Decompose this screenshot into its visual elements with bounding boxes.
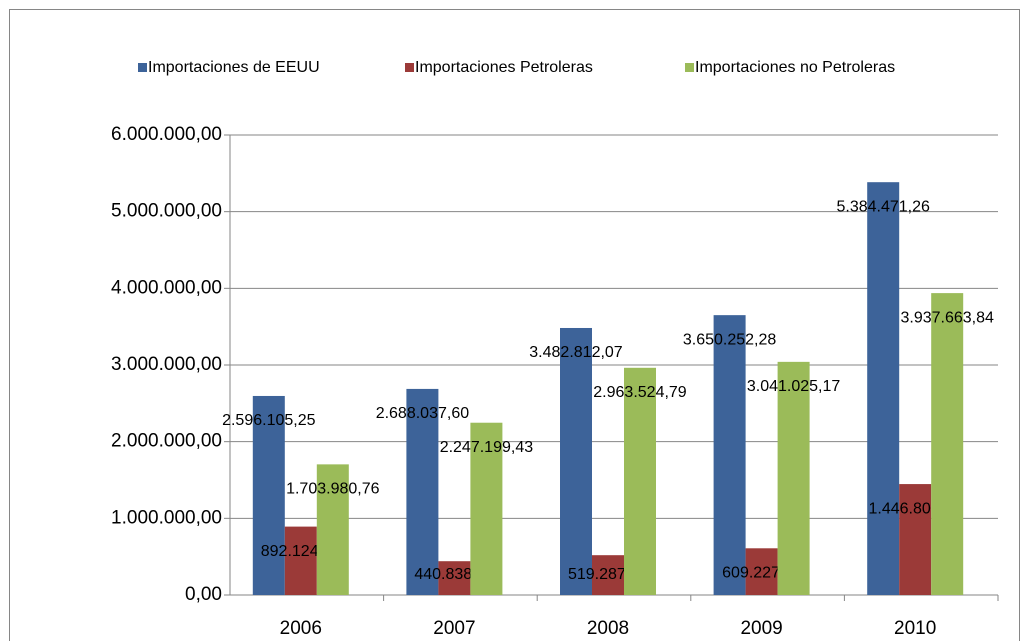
bar [560,327,592,595]
bar [745,548,778,595]
data-label: 1.703.980,76 [286,481,380,498]
y-tick-label: 1.000.000,00 [111,507,222,528]
y-tick-label: 0,00 [185,584,222,605]
bar [777,361,810,595]
x-tick-label: 2006 [280,618,322,639]
chart-frame [9,9,1020,641]
bar [899,484,932,595]
data-label: 2.596.105,25 [222,412,316,429]
x-tick-label: 2010 [894,618,936,639]
legend-label: Importaciones no Petroleras [695,59,895,76]
bar [713,315,746,595]
bar [252,395,285,595]
bar [316,464,349,595]
y-tick-label: 4.000.000,00 [111,277,222,298]
data-label: 5.384.471,26 [836,198,930,215]
bar [624,367,656,595]
data-label: 2.247.199,43 [440,439,534,456]
data-label: 3.650.252,28 [683,331,777,348]
data-label: 3.937.663,84 [900,309,994,326]
bar [406,388,439,595]
bar [931,293,964,595]
x-tick-label: 2008 [587,618,629,639]
legend-swatch [405,63,414,72]
bar [470,422,503,595]
data-label: 3.041.025,17 [747,378,841,395]
bar [592,555,624,595]
data-label: 3.482.812,07 [529,344,623,361]
data-label: 2.963.524,79 [593,384,687,401]
y-tick-label: 2.000.000,00 [111,431,222,452]
bar [284,526,317,595]
y-tick-label: 5.000.000,00 [111,201,222,222]
y-tick-label: 6.000.000,00 [111,124,222,145]
legend-label: Importaciones de EEUU [148,59,320,76]
legend-label: Importaciones Petroleras [415,59,593,76]
data-label: 2.688.037,60 [376,405,470,422]
x-tick-label: 2007 [433,618,475,639]
x-tick-label: 2009 [740,618,782,639]
legend-swatch [138,63,147,72]
bar [867,182,900,595]
bar [438,561,471,595]
legend-swatch [685,63,694,72]
y-tick-label: 3.000.000,00 [111,354,222,375]
